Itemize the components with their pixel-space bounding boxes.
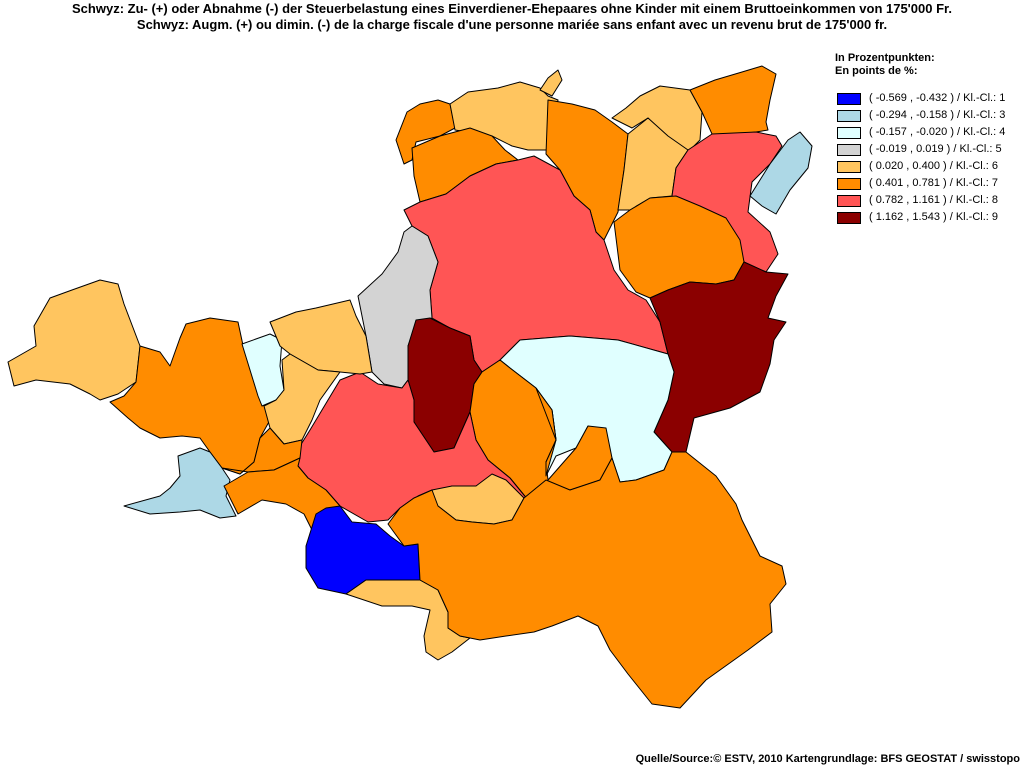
legend-label: ( -0.019 , 0.019 ) / Kl.-Cl.: 5 xyxy=(869,143,1002,155)
municipality-south-main xyxy=(387,451,787,709)
source-credit: Quelle/Source:© ESTV, 2010 Kartengrundla… xyxy=(635,753,1020,765)
municipality-east-2 xyxy=(649,261,789,453)
legend-label: ( 0.401 , 0.781 ) / Kl.-Cl.: 7 xyxy=(869,177,999,189)
legend-label: ( -0.569 , -0.432 ) / Kl.-Cl.: 1 xyxy=(869,92,1006,104)
legend-label: ( 1.162 , 1.543 ) / Kl.-Cl.: 9 xyxy=(869,211,999,223)
municipality-south-3 xyxy=(535,387,557,477)
legend-swatch xyxy=(837,127,861,139)
municipality-ne-2 xyxy=(689,65,777,137)
legend-swatch xyxy=(837,178,861,190)
municipality-west-7 xyxy=(123,447,237,519)
legend-swatch xyxy=(837,110,861,122)
municipality-ne-5 xyxy=(749,131,813,215)
legend-swatch xyxy=(837,93,861,105)
municipality-center-gray xyxy=(357,225,439,389)
municipality-center-red xyxy=(297,371,529,523)
legend-swatch xyxy=(837,212,861,224)
legend-title-de: In Prozentpunkten: xyxy=(835,52,935,64)
map-title-fr: Schwyz: Augm. (+) ou dimin. (-) de la ch… xyxy=(136,17,888,32)
legend-label: ( 0.020 , 0.400 ) / Kl.-Cl.: 6 xyxy=(869,160,999,172)
municipality-west-1 xyxy=(7,279,141,401)
legend-swatch xyxy=(837,161,861,173)
municipality-n-2 xyxy=(539,69,563,97)
legend-label: ( 0.782 , 1.161 ) / Kl.-Cl.: 8 xyxy=(869,194,999,206)
legend-title-fr: En points de %: xyxy=(835,65,918,77)
map-title-de: Schwyz: Zu- (+) oder Abnahme (-) der Ste… xyxy=(72,1,952,16)
legend-swatch xyxy=(837,144,861,156)
legend-swatch xyxy=(837,195,861,207)
legend-label: ( -0.294 , -0.158 ) / Kl.-Cl.: 3 xyxy=(869,109,1006,121)
legend-label: ( -0.157 , -0.020 ) / Kl.-Cl.: 4 xyxy=(869,126,1006,138)
